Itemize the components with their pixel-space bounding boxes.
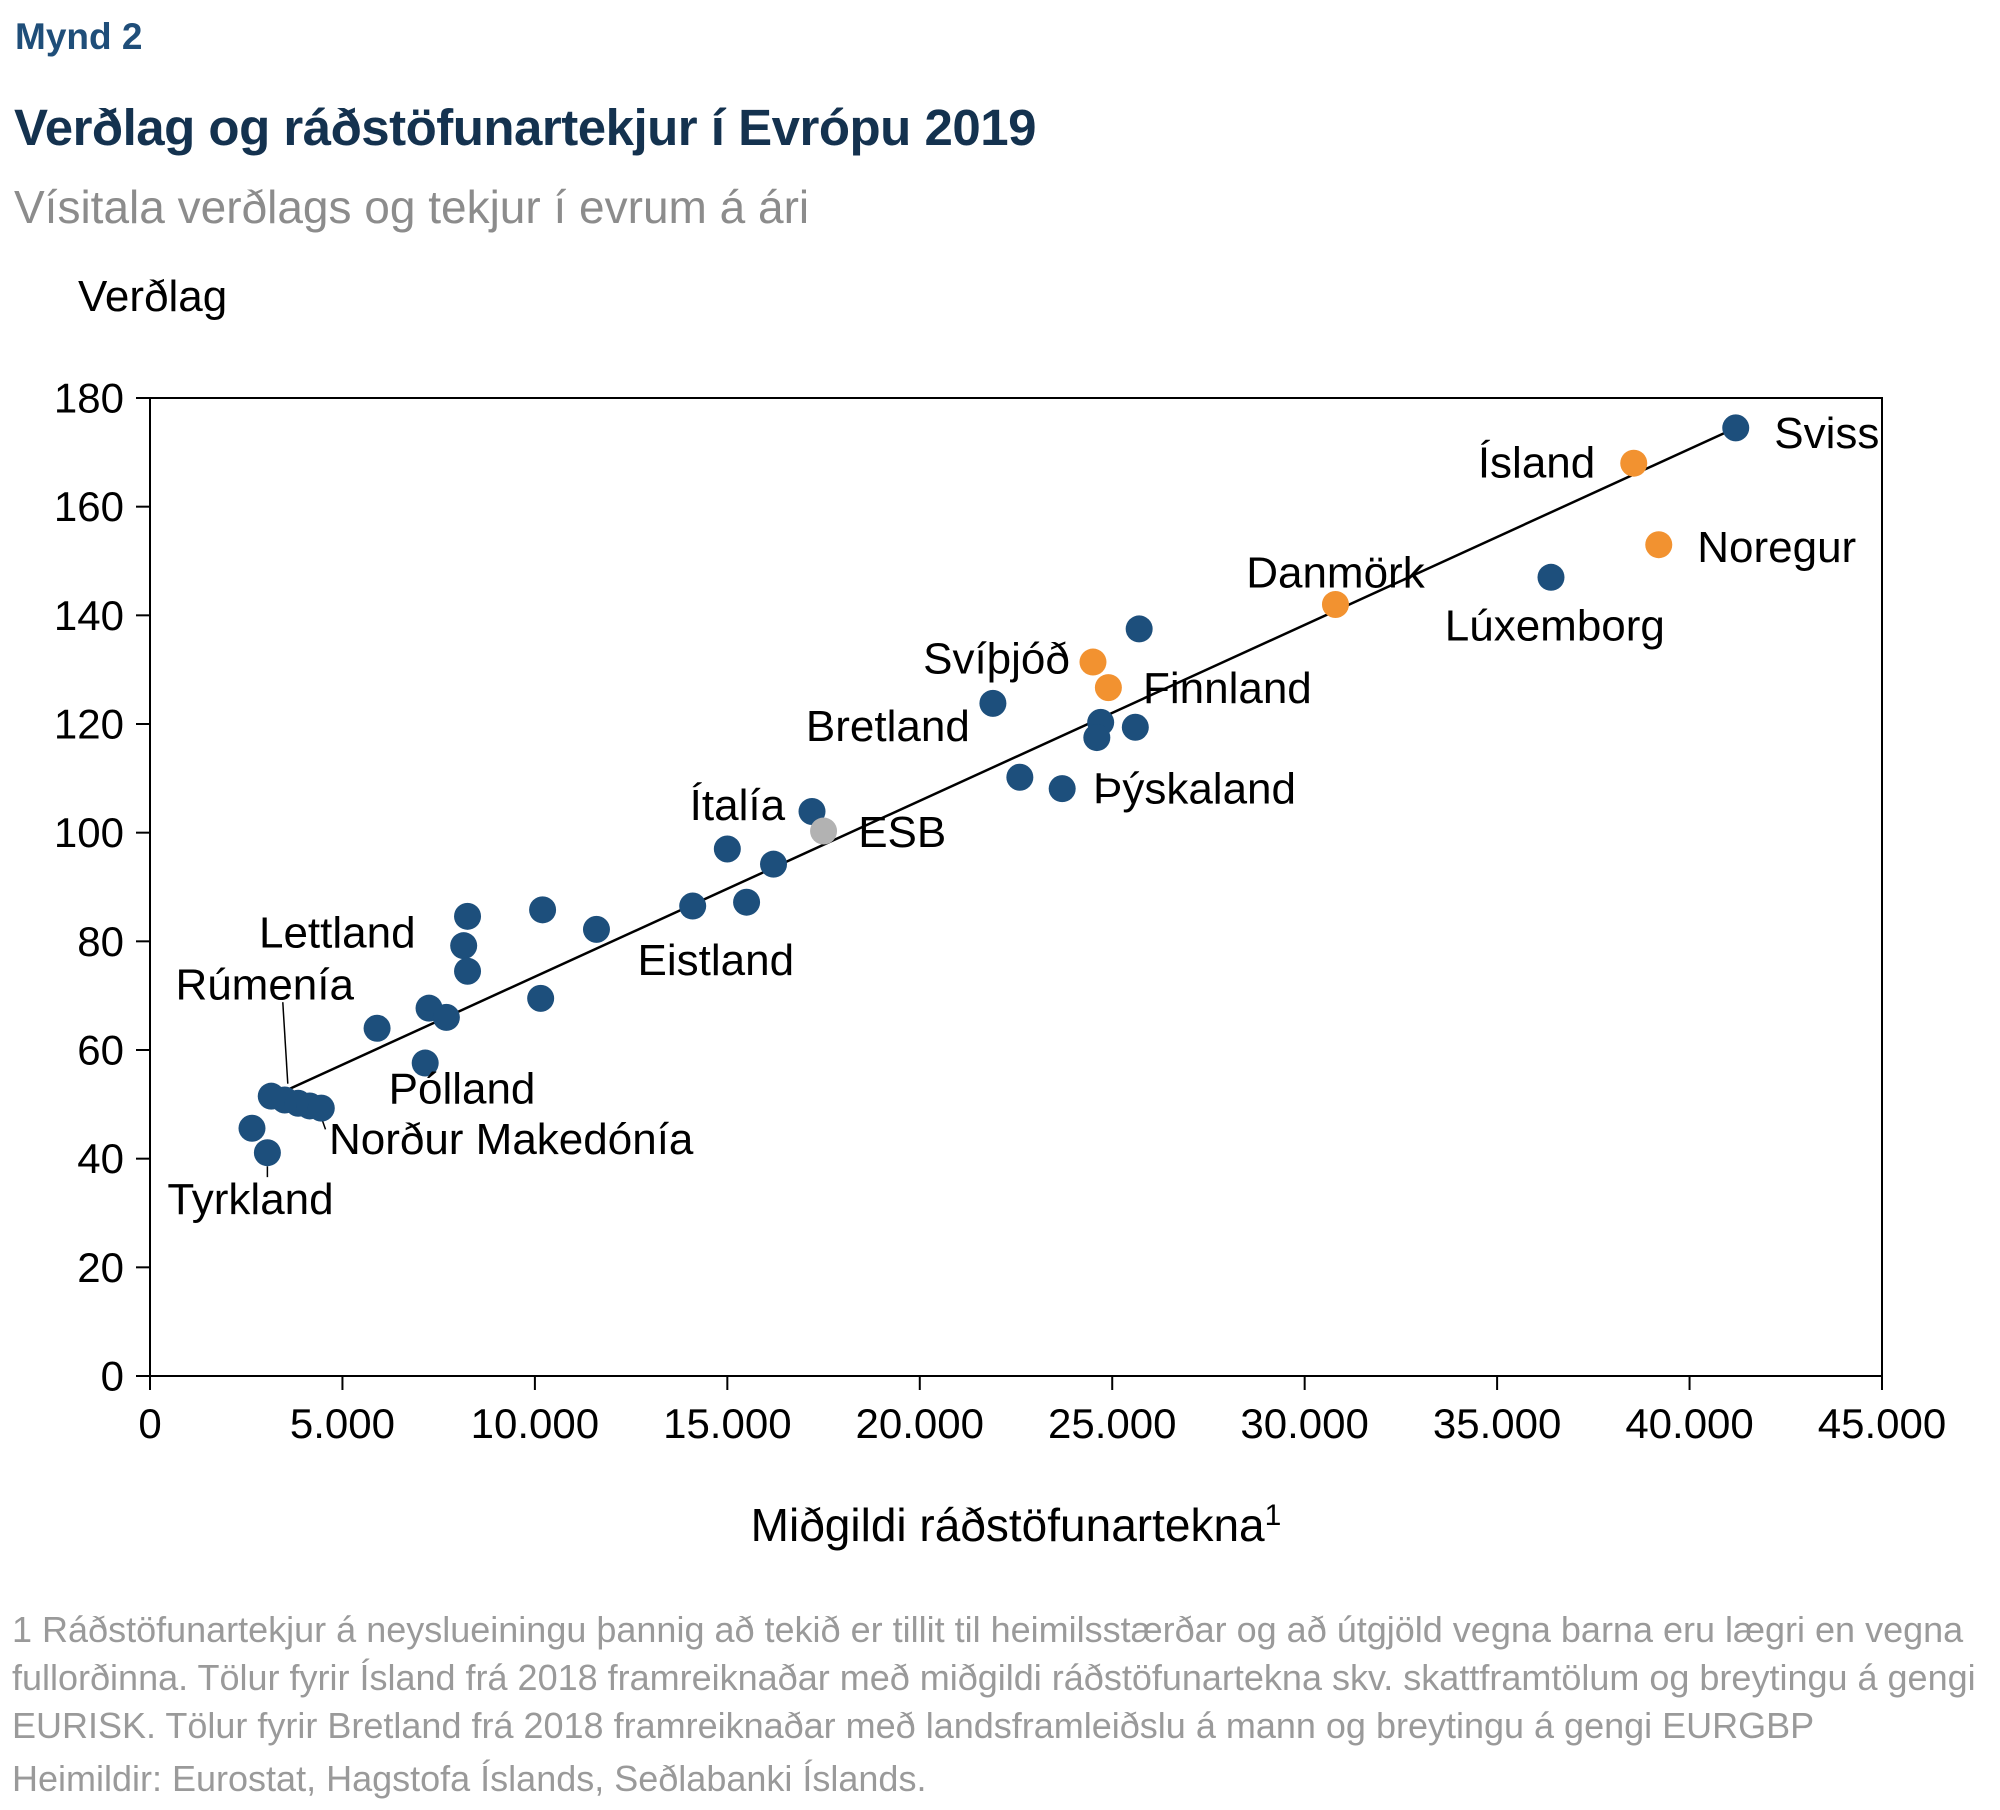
x-tick-label: 15.000 bbox=[663, 1400, 791, 1447]
label-connector bbox=[321, 1120, 327, 1130]
data-point bbox=[432, 1003, 460, 1031]
point-label-bretland: Bretland bbox=[806, 702, 970, 751]
x-tick-label: 40.000 bbox=[1625, 1400, 1753, 1447]
x-tick-label: 5.000 bbox=[290, 1400, 395, 1447]
x-tick-label: 45.000 bbox=[1818, 1400, 1946, 1447]
data-point-eistland bbox=[679, 892, 707, 920]
x-axis-title: Miðgildi ráðstöfunartekna1 bbox=[751, 1499, 1282, 1551]
data-point-pólland bbox=[411, 1049, 439, 1077]
point-label-ísland: Ísland bbox=[1478, 439, 1595, 488]
point-label-norður-makedónía: Norður Makedónía bbox=[329, 1115, 694, 1164]
data-point-þýskaland bbox=[1048, 775, 1076, 803]
x-tick-label: 25.000 bbox=[1048, 1400, 1176, 1447]
point-label-eistland: Eistland bbox=[638, 936, 795, 985]
data-point-sviss bbox=[1722, 414, 1750, 442]
y-axis-title: Verðlag bbox=[78, 272, 228, 321]
y-tick-label: 60 bbox=[77, 1027, 124, 1074]
y-tick-label: 80 bbox=[77, 918, 124, 965]
point-label-svíþjóð: Svíþjóð bbox=[923, 634, 1070, 683]
data-point bbox=[1121, 713, 1149, 741]
footnote: 1 Ráðstöfunartekjur á neyslueiningu þann… bbox=[12, 1609, 1976, 1746]
data-point-noregur bbox=[1645, 531, 1673, 559]
data-point bbox=[760, 850, 788, 878]
point-label-esb: ESB bbox=[858, 808, 946, 857]
data-point bbox=[454, 902, 482, 930]
data-point-bretland bbox=[979, 689, 1007, 717]
y-tick-label: 100 bbox=[54, 809, 124, 856]
data-point bbox=[363, 1014, 391, 1042]
data-point bbox=[1006, 763, 1034, 791]
data-point-lettland bbox=[450, 932, 478, 960]
y-tick-label: 140 bbox=[54, 592, 124, 639]
point-label-noregur: Noregur bbox=[1697, 523, 1856, 572]
chart-subtitle: Vísitala verðlags og tekjur í evrum á ár… bbox=[14, 181, 810, 233]
data-point bbox=[1125, 615, 1153, 643]
point-label-ítalía: Ítalía bbox=[690, 781, 786, 830]
point-label-danmörk: Danmörk bbox=[1246, 548, 1425, 597]
y-tick-label: 180 bbox=[54, 375, 124, 422]
x-tick-label: 0 bbox=[138, 1400, 161, 1447]
point-label-tyrkland: Tyrkland bbox=[167, 1175, 333, 1224]
data-point-tyrkland bbox=[253, 1139, 281, 1167]
y-tick-label: 40 bbox=[77, 1135, 124, 1182]
trend-line bbox=[261, 426, 1737, 1103]
data-point-lúxemborg bbox=[1537, 563, 1565, 591]
point-label-finnland: Finnland bbox=[1143, 664, 1312, 713]
data-point bbox=[582, 915, 610, 943]
y-tick-label: 20 bbox=[77, 1244, 124, 1291]
data-point bbox=[527, 984, 555, 1012]
chart-title: Verðlag og ráðstöfunartekjur í Evrópu 20… bbox=[14, 99, 1036, 156]
data-point bbox=[733, 888, 761, 916]
plot-frame bbox=[149, 397, 1883, 1377]
point-label-þýskaland: Þýskaland bbox=[1093, 765, 1296, 814]
y-tick-label: 160 bbox=[54, 483, 124, 530]
data-point-svíþjóð bbox=[1079, 648, 1107, 676]
data-point bbox=[238, 1114, 266, 1142]
data-point bbox=[529, 896, 557, 924]
point-label-lettland: Lettland bbox=[259, 909, 416, 958]
point-label-pólland: Pólland bbox=[389, 1065, 536, 1114]
point-label-rúmenía: Rúmenía bbox=[175, 960, 354, 1009]
data-point-ítalía bbox=[798, 797, 826, 825]
x-tick-label: 10.000 bbox=[471, 1400, 599, 1447]
x-tick-label: 35.000 bbox=[1433, 1400, 1561, 1447]
data-point-ísland bbox=[1620, 449, 1648, 477]
y-tick-label: 0 bbox=[101, 1353, 124, 1400]
source-line: Heimildir: Eurostat, Hagstofa Íslands, S… bbox=[12, 1758, 927, 1799]
figure-label: Mynd 2 bbox=[15, 16, 143, 57]
data-point bbox=[713, 835, 741, 863]
point-label-sviss: Sviss bbox=[1774, 409, 1879, 458]
y-tick-label: 120 bbox=[54, 701, 124, 748]
data-point-finnland bbox=[1094, 674, 1122, 702]
data-point-norður-makedónía bbox=[307, 1094, 335, 1122]
point-label-lúxemborg: Lúxemborg bbox=[1445, 602, 1665, 651]
data-point-danmörk bbox=[1321, 590, 1349, 618]
scatter-chart: 0 20 40 60 80 100 120 140 160 180 0 5.000 10.000 15.0… bbox=[54, 375, 1946, 1552]
data-point bbox=[454, 957, 482, 985]
label-connector bbox=[282, 1002, 289, 1084]
x-tick-label: 20.000 bbox=[856, 1400, 984, 1447]
x-tick-label: 30.000 bbox=[1240, 1400, 1368, 1447]
data-point bbox=[1083, 724, 1111, 752]
data-point-esb bbox=[810, 817, 838, 845]
